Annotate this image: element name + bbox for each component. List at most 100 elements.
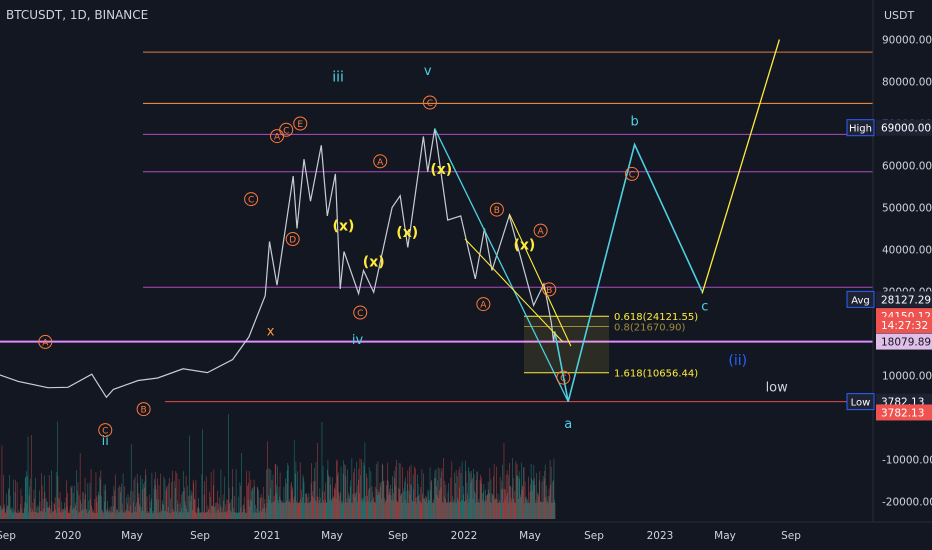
volume-bar [341, 502, 342, 519]
volume-bar [552, 502, 554, 519]
volume-bar [300, 489, 302, 519]
volume-bar [334, 487, 335, 519]
volume-bar [549, 460, 551, 519]
volume-bar [406, 483, 408, 519]
volume-bar [302, 474, 304, 519]
y-tick-label: -10000.00 [882, 455, 932, 467]
volume-bar [242, 505, 244, 519]
volume-bar [277, 465, 278, 519]
volume-bar [187, 485, 189, 519]
volume-bar [441, 467, 443, 519]
volume-bar [468, 498, 470, 519]
volume-bar [278, 502, 279, 519]
volume-bar [235, 512, 236, 519]
volume-bar [416, 496, 418, 519]
volume-bar [545, 497, 547, 519]
volume-bar [343, 460, 345, 519]
volume-bar [113, 485, 115, 519]
volume-bar [233, 507, 234, 519]
volume-bar [12, 512, 14, 519]
volume-bar [372, 491, 373, 519]
volume-bar [88, 500, 90, 519]
volume-bar [490, 502, 491, 519]
volume-bar [331, 501, 333, 519]
volume-bar [118, 485, 120, 519]
volume-bar [101, 496, 102, 519]
volume-bar [323, 500, 324, 519]
volume-bar [424, 500, 426, 519]
volume-bar [210, 496, 211, 519]
volume-bar [440, 477, 441, 519]
volume-bar [173, 481, 175, 519]
volume-bar [372, 499, 374, 519]
volume-bar [471, 470, 472, 519]
volume-bar [536, 502, 538, 519]
volume-bar [162, 503, 164, 519]
volume-bar [67, 492, 69, 519]
volume-bar [453, 501, 454, 519]
volume-bar [311, 496, 313, 519]
volume-bar [461, 500, 462, 519]
volume-bar [398, 462, 400, 519]
volume-bar [127, 503, 128, 519]
volume-bar [183, 491, 185, 519]
volume-bar [289, 501, 290, 519]
volume-bar [26, 503, 28, 519]
volume-bar [287, 465, 289, 519]
volume-bar [3, 504, 5, 519]
volume-bar [535, 500, 537, 519]
volume-bar [263, 508, 265, 519]
volume-bar [491, 502, 492, 519]
volume-bar [404, 499, 406, 519]
circled-wave-label: C [422, 95, 437, 110]
volume-bar [265, 512, 266, 519]
volume-bar [415, 468, 416, 519]
volume-bar [444, 498, 446, 519]
volume-bar [366, 473, 367, 519]
volume-bar [164, 510, 165, 519]
volume-bar [205, 476, 207, 519]
volume-bar [196, 512, 198, 519]
volume-bar [352, 494, 354, 519]
volume-bar [65, 497, 67, 519]
volume-bar [337, 475, 339, 519]
volume-bar [72, 509, 73, 519]
volume-bar [392, 476, 393, 519]
x-tick-label: May [519, 530, 541, 542]
volume-bar [258, 512, 260, 519]
volume-bar [188, 512, 190, 519]
volume-bar [198, 508, 200, 519]
price-tag-box [876, 317, 932, 334]
volume-bar [289, 499, 291, 519]
volume-bar [87, 511, 89, 519]
volume-bar [104, 501, 105, 519]
circled-wave-label: A [38, 334, 53, 349]
volume-bar [77, 482, 79, 519]
volume-bar [32, 509, 33, 519]
volume-bar [512, 478, 514, 519]
volume-bar [531, 478, 533, 519]
volume-bar [173, 509, 174, 519]
volume-bar [248, 470, 250, 519]
volume-bar [5, 512, 7, 519]
volume-bar [212, 505, 214, 519]
volume-bar [47, 501, 48, 519]
volume-bar [78, 512, 79, 519]
volume-bar [492, 494, 493, 519]
volume-bar [470, 482, 472, 519]
volume-bar [403, 488, 405, 519]
volume-bar [184, 487, 185, 519]
volume-bar [393, 492, 395, 519]
volume-bar [485, 489, 486, 519]
volume-bar [116, 510, 118, 519]
volume-bar [466, 482, 468, 519]
volume-bar [86, 512, 88, 519]
volume-bar [14, 510, 15, 519]
volume-bar [30, 435, 32, 519]
volume-bar [431, 502, 433, 519]
x-tick-label: 2020 [55, 530, 82, 542]
volume-bar [481, 477, 483, 519]
volume-bar [156, 478, 158, 519]
volume-bar [396, 500, 398, 519]
